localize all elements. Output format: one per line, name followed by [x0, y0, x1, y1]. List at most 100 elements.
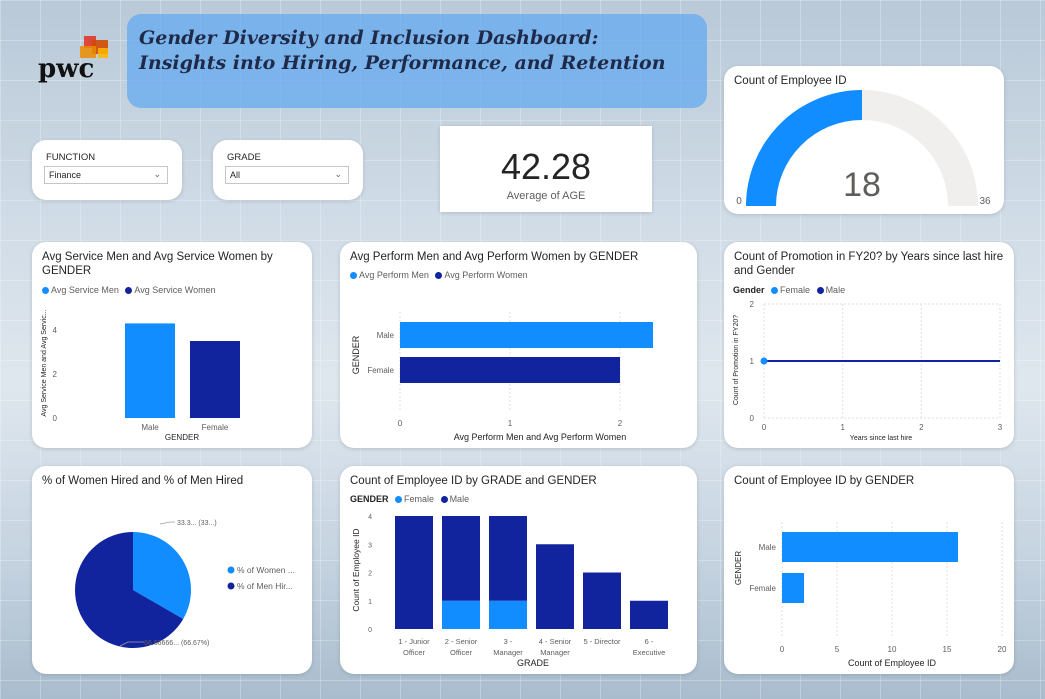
x-tick-label: 5: [835, 645, 840, 654]
x-tick-label: 5 - Director: [583, 637, 621, 646]
gauge-chart: 18 0 36: [736, 90, 991, 207]
legend-dot-icon: [227, 566, 235, 574]
legend-item[interactable]: Male: [440, 494, 469, 504]
gauge-card: Count of Employee ID 18 0 36: [724, 66, 1004, 214]
x-tick-label: 0: [780, 645, 785, 654]
x-tick-label: 3 -: [504, 637, 513, 646]
gauge-value-label: 18: [843, 166, 881, 204]
x-tick-label: Officer: [450, 648, 472, 657]
y-tick-label: Male: [377, 331, 395, 340]
y-tick-label: 1: [368, 599, 372, 606]
x-tick-label: 2 - Senior: [445, 637, 478, 646]
gauge-title: Count of Employee ID: [734, 75, 847, 87]
x-tick-label: Executive: [633, 648, 666, 657]
x-tick-label: Manager: [493, 648, 523, 657]
x-tick-label: Male: [141, 423, 159, 432]
kpi-label: Average of AGE: [506, 190, 586, 202]
legend-title: Gender: [733, 285, 765, 295]
y-tick-label: Female: [367, 366, 394, 375]
kpi-value: 42.28: [500, 146, 592, 187]
y-axis-title: Count of Promotion in FY20?: [733, 315, 740, 405]
legend-item[interactable]: Avg Service Men: [42, 285, 119, 295]
x-axis-title: Years since last hire: [850, 435, 912, 442]
count-gender-chart: 0 5 10 15 20 Male Female Count of Employee ID GE…: [734, 522, 1007, 668]
x-tick-label: 1: [508, 419, 513, 428]
count-gender-card: Count of Employee ID by GENDER 0 5 10 15 20 M…: [724, 466, 1014, 674]
legend-item[interactable]: Female: [771, 285, 810, 295]
data-label: 33.3... (33...): [177, 520, 217, 527]
y-tick-label: 0: [53, 414, 58, 423]
avg-perform-card: Avg Perform Men and Avg Perform Women by…: [340, 242, 697, 448]
bar-male: [442, 516, 480, 601]
legend-item[interactable]: Avg Perform Women: [435, 270, 528, 280]
gauge-min-label: 0: [736, 196, 742, 207]
kpi-card-age: 42.28 Average of AGE: [440, 126, 652, 212]
pie-slice-1: [74, 532, 184, 648]
function-slicer-label: FUNCTION: [46, 152, 96, 163]
y-tick-label: 0: [368, 627, 372, 634]
gauge-value-arc: [746, 90, 862, 206]
y-tick-label: 4: [53, 326, 58, 335]
grade-gender-legend: GENDER Female Male: [350, 494, 473, 504]
function-dropdown-value: Finance: [49, 170, 82, 180]
y-tick-label: 0: [750, 414, 755, 423]
x-tick-label: 1 - Junior: [398, 637, 430, 646]
grade-gender-title: Count of Employee ID by GRADE and GENDER: [350, 475, 597, 487]
x-tick-label: Manager: [540, 648, 570, 657]
legend-item[interactable]: Avg Service Women: [125, 285, 216, 295]
legend-label: % of Men Hir...: [237, 581, 293, 591]
legend-item[interactable]: Female: [395, 494, 434, 504]
x-axis-title: GRADE: [517, 658, 549, 668]
avg-perform-chart: 0 1 2 Male Female Avg Perform Men and Avg Per…: [351, 312, 653, 442]
y-axis-title: Avg Service Men and Avg Servic...: [41, 309, 48, 416]
bar-male: [583, 572, 621, 629]
x-axis-title: GENDER: [165, 433, 199, 442]
y-tick-label: 4: [368, 514, 372, 521]
gauge-remaining-arc: [862, 90, 978, 206]
y-tick-label: 2: [53, 370, 58, 379]
x-tick-label: 20: [998, 645, 1007, 654]
avg-service-card: Avg Service Men and Avg Service Women by…: [32, 242, 312, 448]
x-tick-label: 1: [840, 423, 845, 432]
grade-dropdown[interactable]: All ⌄: [225, 166, 349, 184]
legend-dot-icon: [350, 272, 357, 279]
leader-line: [119, 641, 144, 647]
x-tick-label: 10: [888, 645, 897, 654]
grade-gender-chart: 0 1 2 3 4 1 - Junior Officer 2 - Senior Officer 3…: [351, 514, 668, 668]
grade-slicer: GRADE All ⌄: [213, 140, 363, 200]
pwc-logo-text: pwc: [38, 54, 95, 84]
bar-female: [442, 600, 480, 629]
legend-item[interactable]: Male: [816, 285, 845, 295]
promotion-chart: 0 1 2 0 1 2 3 Years since last hire Count of Pro…: [733, 300, 1003, 442]
avg-service-title: Avg Service Men and Avg Service Women by…: [42, 251, 273, 277]
y-tick-label: 3: [368, 542, 372, 549]
function-dropdown[interactable]: Finance ⌄: [44, 166, 168, 184]
x-tick-label: 0: [762, 423, 767, 432]
grade-dropdown-value: All: [230, 170, 241, 180]
dashboard-title: Gender Diversity and Inclusion Dashboard…: [139, 27, 666, 74]
y-axis-title: GENDER: [734, 551, 743, 585]
promotion-title: Count of Promotion in FY20? by Years sin…: [734, 251, 1004, 277]
y-axis-title: GENDER: [351, 335, 361, 374]
data-label: 66.66666... (66.67%): [144, 640, 209, 647]
hired-pie-title: % of Women Hired and % of Men Hired: [42, 475, 244, 487]
x-tick-label: 0: [398, 419, 403, 428]
bar-male: [782, 532, 958, 562]
x-tick-label: 2: [919, 423, 924, 432]
bar-male: [489, 516, 527, 601]
bar-male: [395, 516, 433, 629]
legend-item[interactable]: Avg Perform Men: [350, 270, 429, 280]
avg-perform-title: Avg Perform Men and Avg Perform Women by…: [350, 251, 639, 263]
legend-dot-icon: [435, 272, 443, 279]
promotion-card: Count of Promotion in FY20? by Years sin…: [724, 242, 1014, 448]
legend-dot-icon: [816, 287, 824, 294]
grade-gender-card: Count of Employee ID by GRADE and GENDER…: [340, 466, 697, 674]
legend-dot-icon: [227, 582, 235, 590]
x-tick-label: 15: [943, 645, 952, 654]
bar-male: [536, 544, 574, 629]
x-tick-label: Officer: [403, 648, 425, 657]
point-female: [760, 357, 768, 365]
legend-dot-icon: [395, 496, 403, 503]
hired-pie-card: % of Women Hired and % of Men Hired 33.3…: [32, 466, 312, 674]
